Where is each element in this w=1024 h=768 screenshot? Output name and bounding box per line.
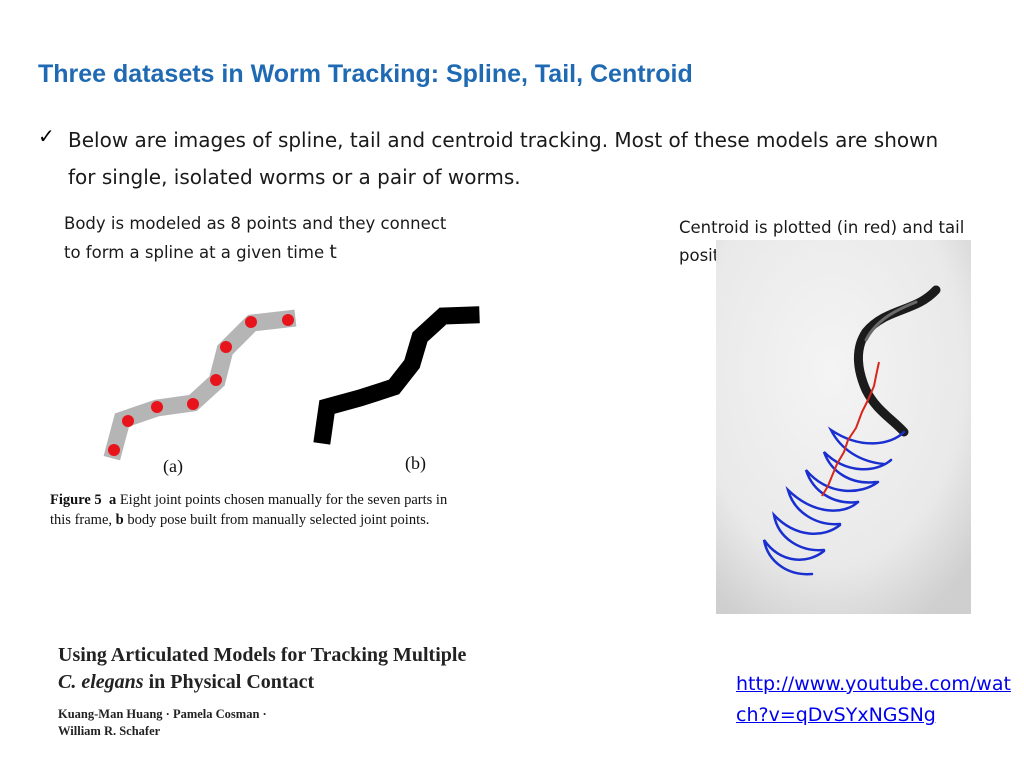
spline-figure: (a) (b) Figure 5 a Eight joint points ch…	[50, 290, 550, 535]
paper-title-species: C. elegans	[58, 671, 144, 693]
spline-figure-graphic	[103, 306, 480, 461]
tracked-worm-shading	[864, 300, 918, 342]
tracking-image	[716, 240, 971, 614]
figure-number: Figure 5	[50, 492, 102, 508]
bullet-line-2: for single, isolated worms or a pair of …	[68, 165, 521, 189]
centroid-track	[821, 361, 880, 497]
body-pose-worm	[313, 306, 480, 445]
time-variable: t	[329, 241, 337, 263]
joint-points	[108, 314, 294, 456]
joint-point	[187, 398, 199, 410]
joint-point	[151, 401, 163, 413]
paper-reference: Using Articulated Models for Tracking Mu…	[58, 642, 578, 740]
spline-worm-body	[103, 309, 297, 461]
tail-track	[772, 511, 842, 552]
tail-track	[822, 451, 893, 484]
caption-text-2: this frame,	[50, 512, 116, 528]
joint-point	[210, 374, 222, 386]
joint-point	[122, 415, 134, 427]
caption-b-marker: b	[115, 512, 124, 528]
checkmark-icon: ✓	[38, 126, 55, 148]
bullet-line-1: Below are images of spline, tail and cen…	[68, 128, 939, 152]
paper-title: Using Articulated Models for Tracking Mu…	[58, 642, 578, 696]
spline-caption-line-2: to form a spline at a given time	[64, 243, 330, 262]
tracked-worm	[854, 285, 941, 437]
panel-a-label: (a)	[163, 456, 183, 476]
tail-track	[762, 539, 826, 576]
tail-track	[785, 485, 860, 526]
paper-authors-line-2: William R. Schafer	[58, 724, 161, 738]
caption-text-3: body pose built from manually selected j…	[123, 512, 430, 528]
bullet-text: Below are images of spline, tail and cen…	[68, 122, 998, 196]
paper-title-line-1: Using Articulated Models for Tracking Mu…	[58, 644, 467, 666]
joint-point	[108, 444, 120, 456]
tail-track	[804, 469, 880, 504]
caption-text-1: Eight joint points chosen manually for t…	[116, 492, 448, 508]
joint-point	[282, 314, 294, 326]
panel-b-label: (b)	[405, 453, 426, 473]
paper-title-line-2: in Physical Contact	[143, 671, 315, 693]
figure-caption: Figure 5 a Eight joint points chosen man…	[50, 490, 550, 530]
paper-authors: Kuang-Man Huang · Pamela Cosman · Willia…	[58, 706, 578, 740]
tracking-image-graphic	[716, 240, 971, 614]
slide-title: Three datasets in Worm Tracking: Spline,…	[38, 60, 693, 88]
spline-caption-line-1: Body is modeled as 8 points and they con…	[64, 214, 447, 233]
tail-track	[827, 426, 906, 466]
tracking-image-background	[716, 240, 971, 614]
youtube-link[interactable]: http://www.youtube.com/watch?v=qDvSYxNGS…	[736, 673, 1011, 726]
spline-caption: Body is modeled as 8 points and they con…	[64, 210, 504, 267]
centroid-caption-line-1: Centroid is plotted (in red) and tail	[679, 218, 965, 237]
bullet-point: ✓ Below are images of spline, tail and c…	[38, 122, 998, 196]
caption-a-marker: a	[108, 492, 117, 508]
paper-authors-line-1: Kuang-Man Huang · Pamela Cosman ·	[58, 707, 267, 721]
joint-point	[245, 316, 257, 328]
tail-tracks	[762, 426, 906, 576]
joint-point	[220, 341, 232, 353]
